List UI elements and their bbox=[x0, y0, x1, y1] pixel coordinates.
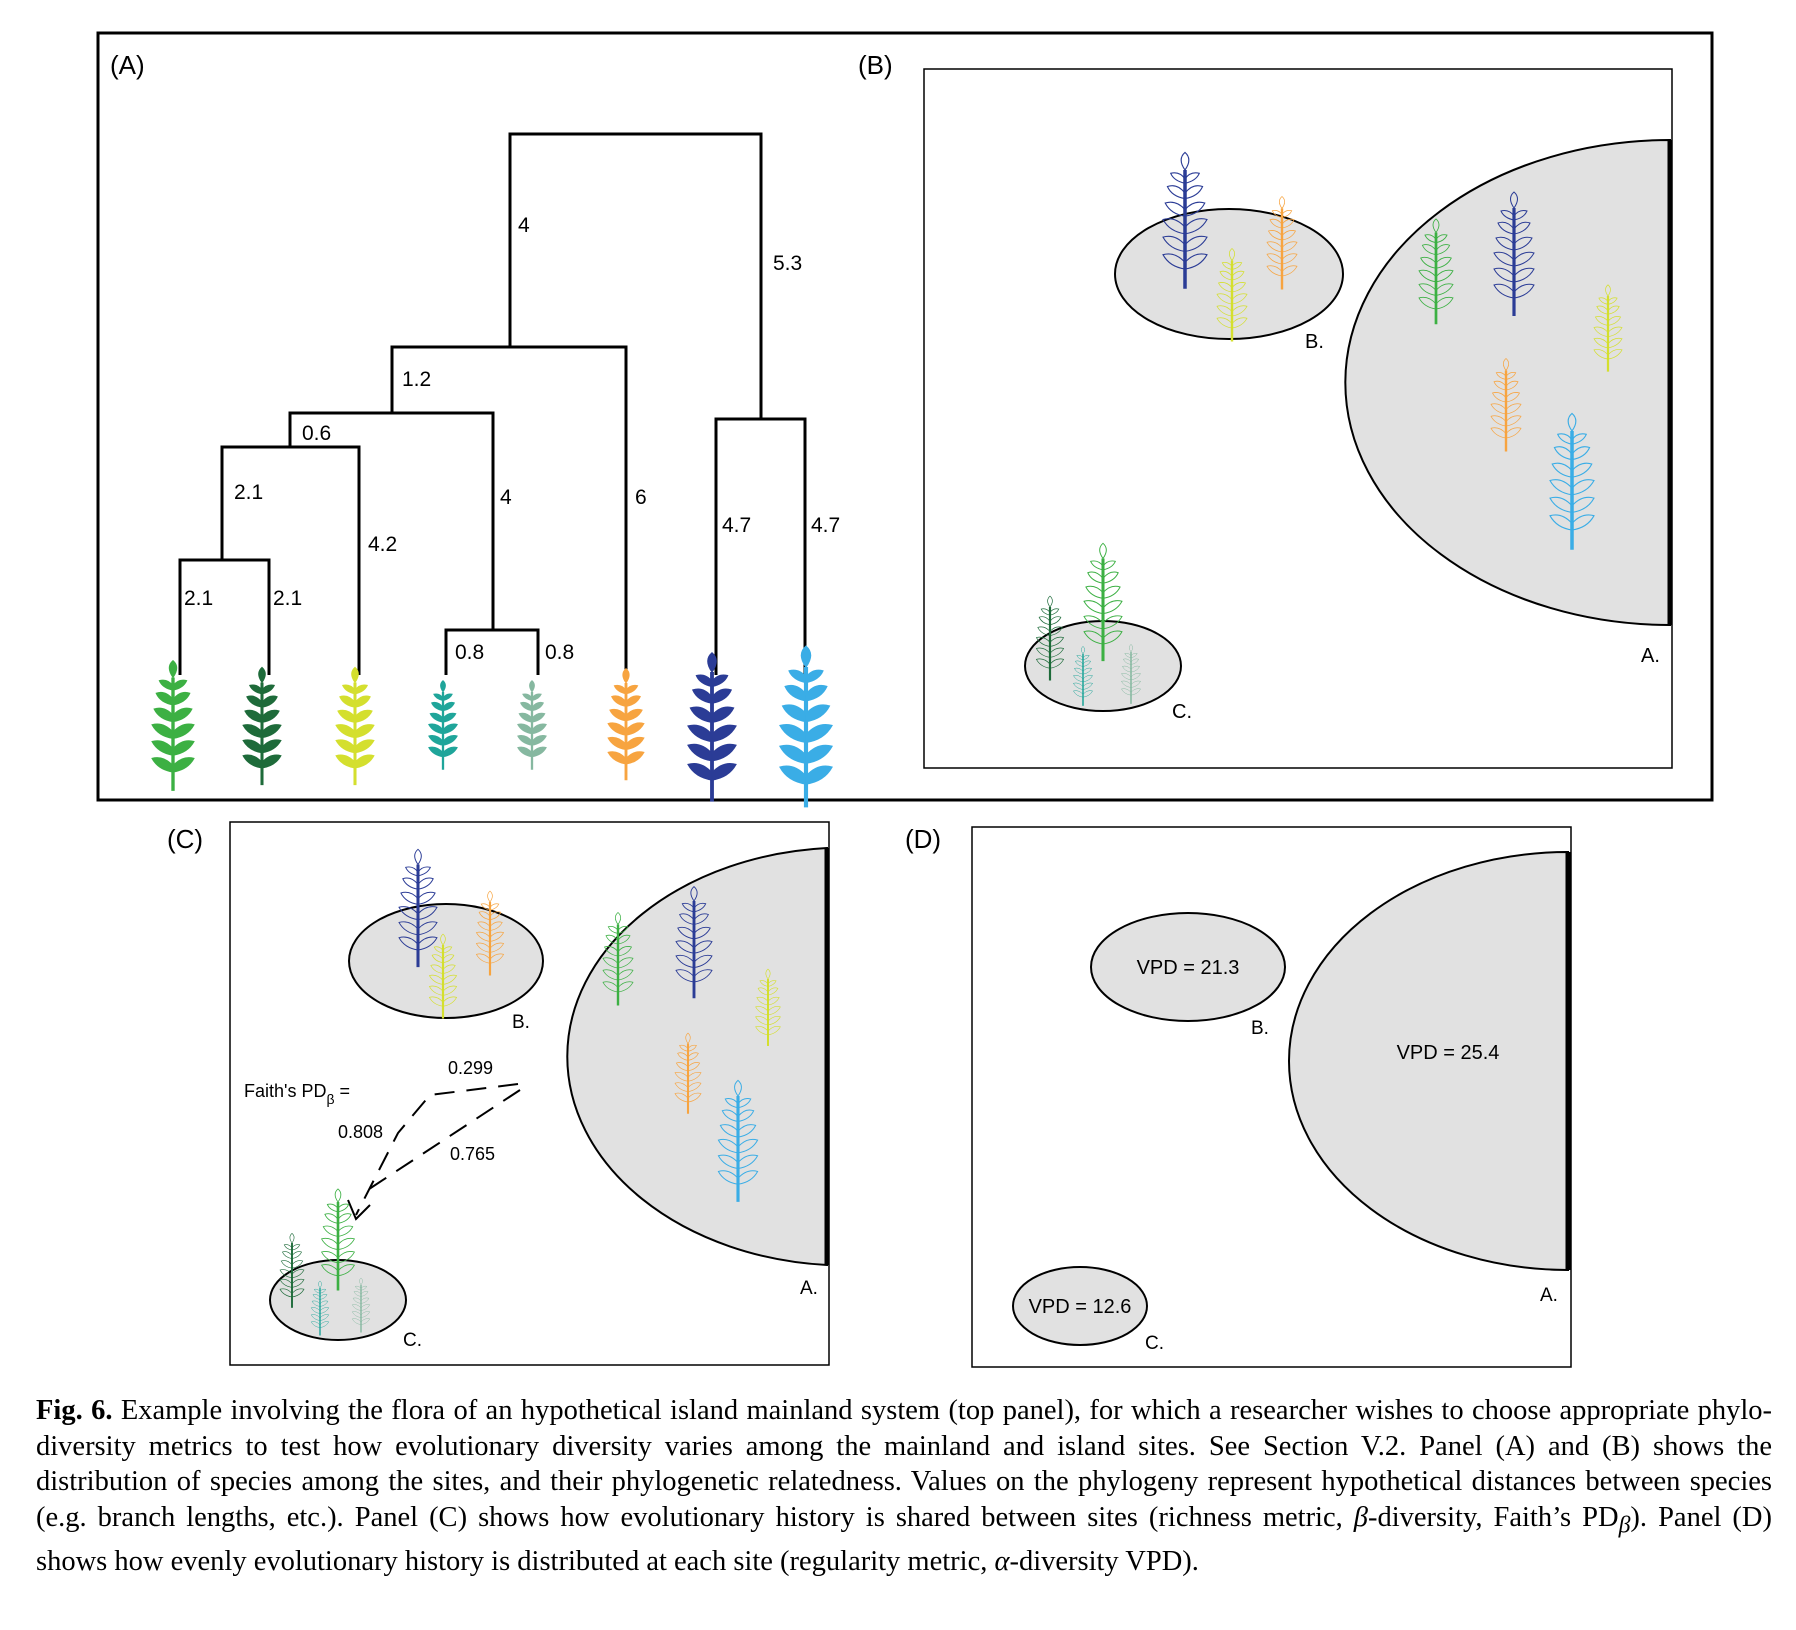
site-a-label: A. bbox=[1641, 645, 1660, 667]
vpd-a-value: VPD = 25.4 bbox=[1397, 1042, 1500, 1064]
arrowhead-icon bbox=[347, 1199, 371, 1221]
caption-beta: β bbox=[1353, 1501, 1368, 1533]
site-a-mainland bbox=[1344, 138, 1671, 627]
vpd-b-value: VPD = 21.3 bbox=[1137, 957, 1240, 979]
faith-pd-ac-value: 0.765 bbox=[450, 1144, 495, 1164]
top-panel-frame bbox=[96, 31, 1714, 802]
vpd-c-value: VPD = 12.6 bbox=[1029, 1296, 1132, 1318]
figure-caption: Fig. 6. Example involving the flora of a… bbox=[36, 1393, 1772, 1579]
branch-label-1-2: 1.2 bbox=[402, 368, 431, 391]
branch-length-labels: 4 5.3 1.2 0.6 2.1 4.2 2.1 2.1 4 0.8 0.8 … bbox=[184, 214, 840, 664]
site-c-label: C. bbox=[403, 1330, 422, 1351]
site-a-mainland bbox=[566, 846, 828, 1267]
branch-label-2-1-upper: 2.1 bbox=[234, 481, 263, 504]
branch-label-leaf1: 2.1 bbox=[184, 587, 213, 610]
branch-label-4-2: 4.2 bbox=[368, 533, 397, 556]
site-a-mainland bbox=[1288, 850, 1569, 1272]
caption-text-1: Example involving the flora of an hypoth… bbox=[36, 1395, 1772, 1533]
caption-beta-subscript: β bbox=[1618, 1512, 1631, 1539]
faith-pd-connectors bbox=[355, 1083, 521, 1216]
branch-label-root-right: 5.3 bbox=[773, 252, 802, 275]
faith-pd-bc-value: 0.808 bbox=[338, 1122, 383, 1142]
species-sage-icon bbox=[516, 679, 548, 771]
branch-label-4: 4 bbox=[500, 486, 512, 509]
branch-label-root-left: 4 bbox=[518, 214, 530, 237]
species-navy-icon bbox=[686, 650, 738, 804]
panel-b-label: (B) bbox=[858, 50, 893, 80]
branch-label-leaf8: 4.7 bbox=[811, 514, 840, 537]
faith-pd-label: Faith's PDβ = bbox=[244, 1081, 350, 1107]
panel-c-label: (C) bbox=[167, 824, 203, 854]
caption-text-3: ). Panel (D) shows how evenly evolutiona… bbox=[36, 1501, 1772, 1577]
branch-label-leaf5: 0.8 bbox=[545, 641, 574, 664]
faith-pd-subscript: β bbox=[326, 1091, 334, 1107]
branch-label-leaf6: 6 bbox=[635, 486, 647, 509]
site-c-label: C. bbox=[1145, 1333, 1164, 1354]
species-darkgreen-icon bbox=[241, 665, 283, 787]
site-b-label: B. bbox=[1251, 1018, 1269, 1039]
panel-d-frame bbox=[971, 826, 1572, 1368]
site-a-label: A. bbox=[1540, 1285, 1558, 1306]
species-leaves bbox=[150, 646, 832, 807]
branch-label-leaf4: 0.8 bbox=[455, 641, 484, 664]
species-orange-icon bbox=[606, 667, 646, 782]
site-b-label: B. bbox=[512, 1012, 530, 1033]
site-a-label: A. bbox=[800, 1278, 818, 1299]
site-c-island bbox=[1012, 1266, 1148, 1346]
branch-label-leaf7: 4.7 bbox=[722, 514, 751, 537]
species-skyblue-icon bbox=[780, 646, 832, 807]
site-b-island bbox=[348, 903, 544, 1019]
site-c-label: C. bbox=[1172, 701, 1192, 723]
faith-pd-text: Faith's PD bbox=[244, 1081, 326, 1101]
branch-label-leaf2: 2.1 bbox=[273, 587, 302, 610]
caption-text-2: -diversity, Faith’s PD bbox=[1367, 1501, 1619, 1533]
site-b-island bbox=[1090, 912, 1286, 1022]
faith-pd-ab-value: 0.299 bbox=[448, 1058, 493, 1078]
species-teal-icon bbox=[427, 679, 459, 771]
panel-a: (A) 4 5.3 1.2 0.6 2.1 4.2 2.1 2.1 bbox=[110, 50, 840, 807]
faith-pd-equals: = bbox=[335, 1081, 351, 1101]
panel-a-label: (A) bbox=[110, 50, 145, 80]
site-b-island bbox=[1114, 208, 1344, 340]
site-b-label: B. bbox=[1305, 331, 1324, 353]
species-yellow-icon bbox=[334, 665, 376, 787]
caption-figure-number: Fig. 6. bbox=[36, 1395, 113, 1426]
caption-alpha: α bbox=[994, 1545, 1010, 1577]
panel-d-label: (D) bbox=[905, 824, 941, 854]
species-green-icon bbox=[150, 659, 196, 793]
branch-label-0-6: 0.6 bbox=[302, 422, 331, 445]
panel-c: (C) B. A. C. Faith's PDβ = 0.299 0.808 0… bbox=[167, 821, 830, 1366]
panel-b: (B) B. A. C. bbox=[858, 50, 1673, 769]
panel-d: (D) B. A. C. VPD = 21.3 VPD = 25.4 VPD =… bbox=[905, 824, 1572, 1368]
caption-text-4: -diversity VPD). bbox=[1009, 1545, 1199, 1577]
phylogeny-tree bbox=[178, 132, 807, 675]
